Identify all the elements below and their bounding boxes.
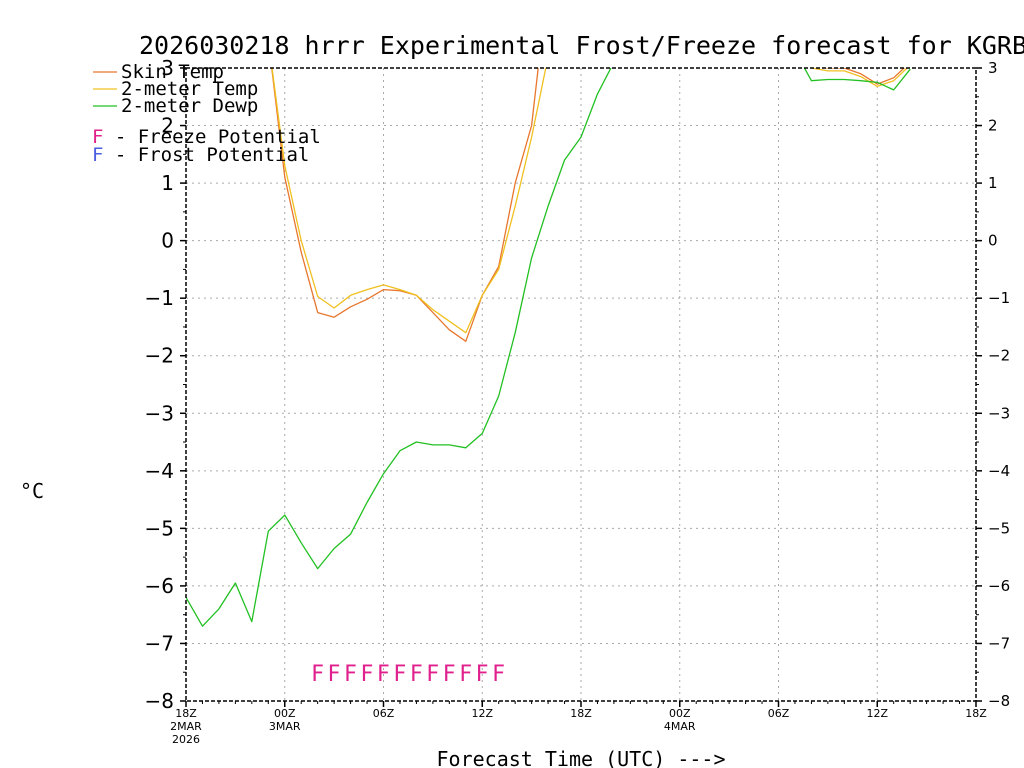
y-tick-label-right: −6 bbox=[988, 577, 1010, 595]
y-tick-label-left: −8 bbox=[145, 689, 174, 713]
freeze-flag: F bbox=[311, 662, 324, 687]
freeze-flag: F bbox=[476, 662, 489, 687]
y-tick-label-left: −6 bbox=[145, 574, 174, 598]
y-tick-label-left: −1 bbox=[145, 286, 174, 310]
y-tick-label-right: −7 bbox=[988, 634, 1010, 652]
chart-title: 2026030218 hrrr Experimental Frost/Freez… bbox=[139, 31, 1024, 60]
x-tick-sublabel-date: 2MAR bbox=[170, 720, 202, 733]
freeze-flag: F bbox=[377, 662, 390, 687]
potential-legend-entry: F - Frost Potential bbox=[92, 144, 309, 166]
y-tick-label-right: −1 bbox=[988, 289, 1010, 307]
y-tick-label-left: −4 bbox=[145, 459, 174, 483]
x-tick-sublabel-date: 4MAR bbox=[664, 720, 696, 733]
freeze-flag: F bbox=[427, 662, 440, 687]
y-tick-label-right: 1 bbox=[988, 174, 998, 192]
x-tick-label: 12Z bbox=[866, 707, 888, 720]
y-tick-label-right: 2 bbox=[988, 117, 998, 135]
freeze-flag: F bbox=[328, 662, 341, 687]
y-tick-label-left: 2 bbox=[161, 114, 174, 138]
plot-frame bbox=[185, 67, 977, 702]
potential-legend-entry: F - Freeze Potential bbox=[92, 126, 321, 148]
y-tick-label-right: −8 bbox=[988, 692, 1010, 710]
x-axis-label: Forecast Time (UTC) ---> bbox=[437, 747, 726, 768]
y-tick-label-right: 3 bbox=[988, 59, 998, 77]
freeze-flag: F bbox=[361, 662, 374, 687]
potential-legend-text: - Frost Potential bbox=[103, 144, 309, 166]
x-tick-label: 18Z bbox=[175, 707, 197, 720]
y-tick-label-right: 0 bbox=[988, 232, 998, 250]
series-line-2-meter-dewp bbox=[186, 68, 612, 627]
x-tick-label: 00Z bbox=[274, 707, 296, 720]
y-tick-label-left: 0 bbox=[161, 229, 174, 253]
axis-ticks bbox=[180, 67, 982, 707]
freeze-flag: F bbox=[459, 662, 472, 687]
y-tick-label-left: 1 bbox=[161, 171, 174, 195]
legend-label: Skin Temp bbox=[121, 61, 224, 83]
y-tick-label-left: 3 bbox=[161, 56, 174, 80]
freeze-flag: F bbox=[394, 662, 407, 687]
series-line-skin-temp-later bbox=[824, 68, 906, 85]
x-tick-label: 00Z bbox=[669, 707, 691, 720]
y-tick-label-right: −5 bbox=[988, 519, 1010, 537]
series-line-2-meter-temp-later bbox=[810, 68, 909, 88]
potential-legend-text: - Freeze Potential bbox=[103, 126, 320, 148]
y-tick-label-left: −2 bbox=[145, 344, 174, 368]
freeze-flag: F bbox=[344, 662, 357, 687]
y-axis-tick-labels: −8 −8 −7 −7 −6 −6 −5 −5 −4 −4 −3 −3 −2 −2 −1 −1 0 0 1 1 2 2 3 3 bbox=[145, 56, 1011, 713]
potential-legend-letter: F bbox=[92, 144, 103, 166]
x-tick-sublabel-year: 2026 bbox=[172, 733, 200, 746]
y-tick-label-left: −7 bbox=[145, 631, 174, 655]
potential-legend-letter: F bbox=[92, 126, 103, 148]
x-tick-sublabel-date: 3MAR bbox=[269, 720, 301, 733]
y-tick-label-right: −2 bbox=[988, 347, 1010, 365]
x-tick-label: 06Z bbox=[373, 707, 395, 720]
series-line-2-meter-dewp-later bbox=[803, 68, 911, 91]
data-series bbox=[186, 68, 911, 627]
x-tick-label: 06Z bbox=[768, 707, 790, 720]
freeze-flag: F bbox=[410, 662, 423, 687]
x-tick-label: 18Z bbox=[965, 707, 987, 720]
x-tick-label: 12Z bbox=[471, 707, 493, 720]
legend-label: 2-meter Dewp bbox=[121, 95, 258, 117]
y-tick-label-right: −4 bbox=[988, 462, 1010, 480]
x-tick-label: 18Z bbox=[570, 707, 592, 720]
freeze-flag: F bbox=[492, 662, 505, 687]
freeze-flag: F bbox=[443, 662, 456, 687]
y-tick-label-right: −3 bbox=[988, 404, 1010, 422]
legend-label: 2-meter Temp bbox=[121, 78, 258, 100]
y-tick-label-left: −5 bbox=[145, 516, 174, 540]
y-tick-label-left: −3 bbox=[145, 401, 174, 425]
series-line-2-meter-temp bbox=[271, 68, 547, 334]
y-axis-label: °C bbox=[20, 479, 44, 503]
